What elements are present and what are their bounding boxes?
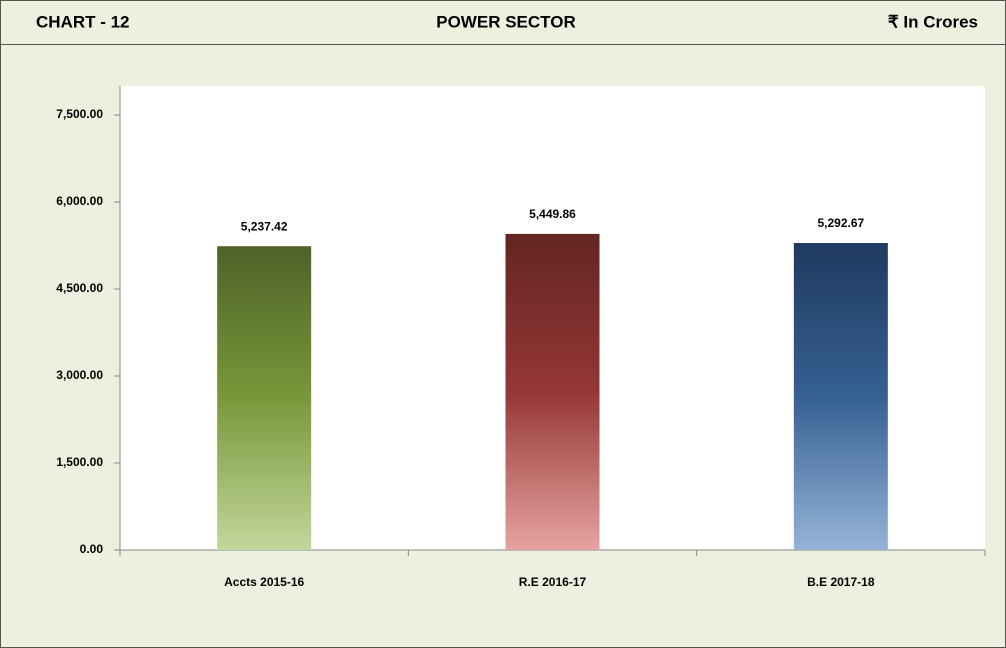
x-tick-label: Accts 2015-16: [224, 575, 304, 589]
y-tick-label: 7,500.00: [56, 107, 103, 121]
data-label: 5,292.67: [817, 216, 864, 230]
x-tick-label: R.E 2016-17: [519, 575, 587, 589]
y-tick-label: 0.00: [80, 542, 104, 556]
unit-label: ₹ In Crores: [888, 12, 978, 31]
y-tick-label: 6,000.00: [56, 194, 103, 208]
y-tick-label: 3,000.00: [56, 368, 103, 382]
data-label: 5,237.42: [241, 219, 288, 233]
x-tick-label: B.E 2017-18: [807, 575, 875, 589]
bar: [217, 246, 312, 550]
y-tick-label: 4,500.00: [56, 281, 103, 295]
chart-title: POWER SECTOR: [436, 12, 575, 31]
bar: [505, 233, 600, 550]
y-tick-label: 1,500.00: [56, 455, 103, 469]
data-label: 5,449.86: [529, 207, 576, 221]
chart-number: CHART - 12: [36, 12, 130, 31]
header-band: [0, 0, 1006, 45]
bar: [793, 243, 888, 550]
